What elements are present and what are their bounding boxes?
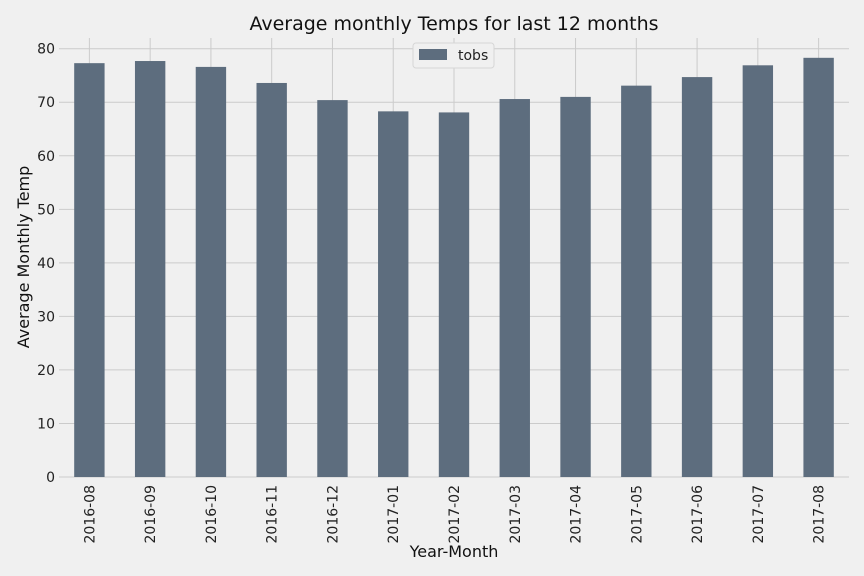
x-tick-label: 2016-12	[325, 485, 341, 544]
x-tick-labels: 2016-08 2016-09 2016-10 2016-11 2016-12 2017-…	[82, 485, 827, 544]
x-tick-label: 2017-04	[569, 485, 585, 544]
x-axis-label: Year-Month	[409, 542, 499, 561]
y-tick-label: 40	[37, 256, 55, 272]
x-tick-label: 2016-11	[265, 485, 281, 544]
chart-title: Average monthly Temps for last 12 months	[249, 13, 658, 35]
x-tick-label: 2017-05	[629, 485, 645, 544]
x-tick-label: 2017-06	[690, 485, 706, 544]
y-axis-label: Average Monthly Temp	[14, 166, 33, 349]
y-tick-label: 10	[37, 416, 55, 432]
x-tick-label: 2017-03	[508, 485, 524, 544]
bar-2017-07	[742, 65, 774, 478]
bars	[74, 57, 834, 478]
x-tick-label: 2017-01	[386, 485, 402, 544]
y-tick-label: 80	[37, 42, 55, 58]
y-tick-labels: 0 10 20 30 40 50 60 70 80	[37, 42, 55, 486]
bar-2017-05	[621, 85, 652, 478]
bar-2016-10	[195, 66, 227, 477]
x-tick-label: 2017-07	[751, 485, 767, 544]
legend: tobs	[412, 42, 495, 69]
y-tick-label: 50	[37, 202, 55, 218]
bar-2016-12	[317, 100, 348, 477]
legend-swatch	[419, 49, 447, 60]
bar-2017-01	[378, 111, 409, 477]
x-tick-label: 2017-08	[812, 485, 828, 544]
y-tick-label: 20	[37, 363, 55, 379]
bar-2016-08	[74, 63, 105, 477]
y-tick-label: 0	[46, 470, 55, 486]
bar-2017-03	[499, 99, 530, 477]
y-tick-label: 70	[37, 95, 55, 111]
legend-entry-tobs: tobs	[458, 48, 488, 64]
bar-2017-06	[681, 77, 713, 477]
x-tick-label: 2016-08	[82, 485, 98, 544]
y-tick-label: 30	[37, 309, 55, 325]
bar-2016-09	[134, 61, 166, 478]
bar-2017-08	[803, 57, 834, 478]
bar-2017-02	[438, 112, 470, 477]
x-tick-label: 2017-02	[447, 485, 463, 544]
y-tick-label: 60	[37, 149, 55, 165]
x-tick-label: 2016-09	[143, 485, 159, 544]
bar-2017-04	[560, 96, 591, 477]
bar-2016-11	[256, 82, 287, 477]
x-tick-label: 2016-10	[204, 485, 220, 544]
